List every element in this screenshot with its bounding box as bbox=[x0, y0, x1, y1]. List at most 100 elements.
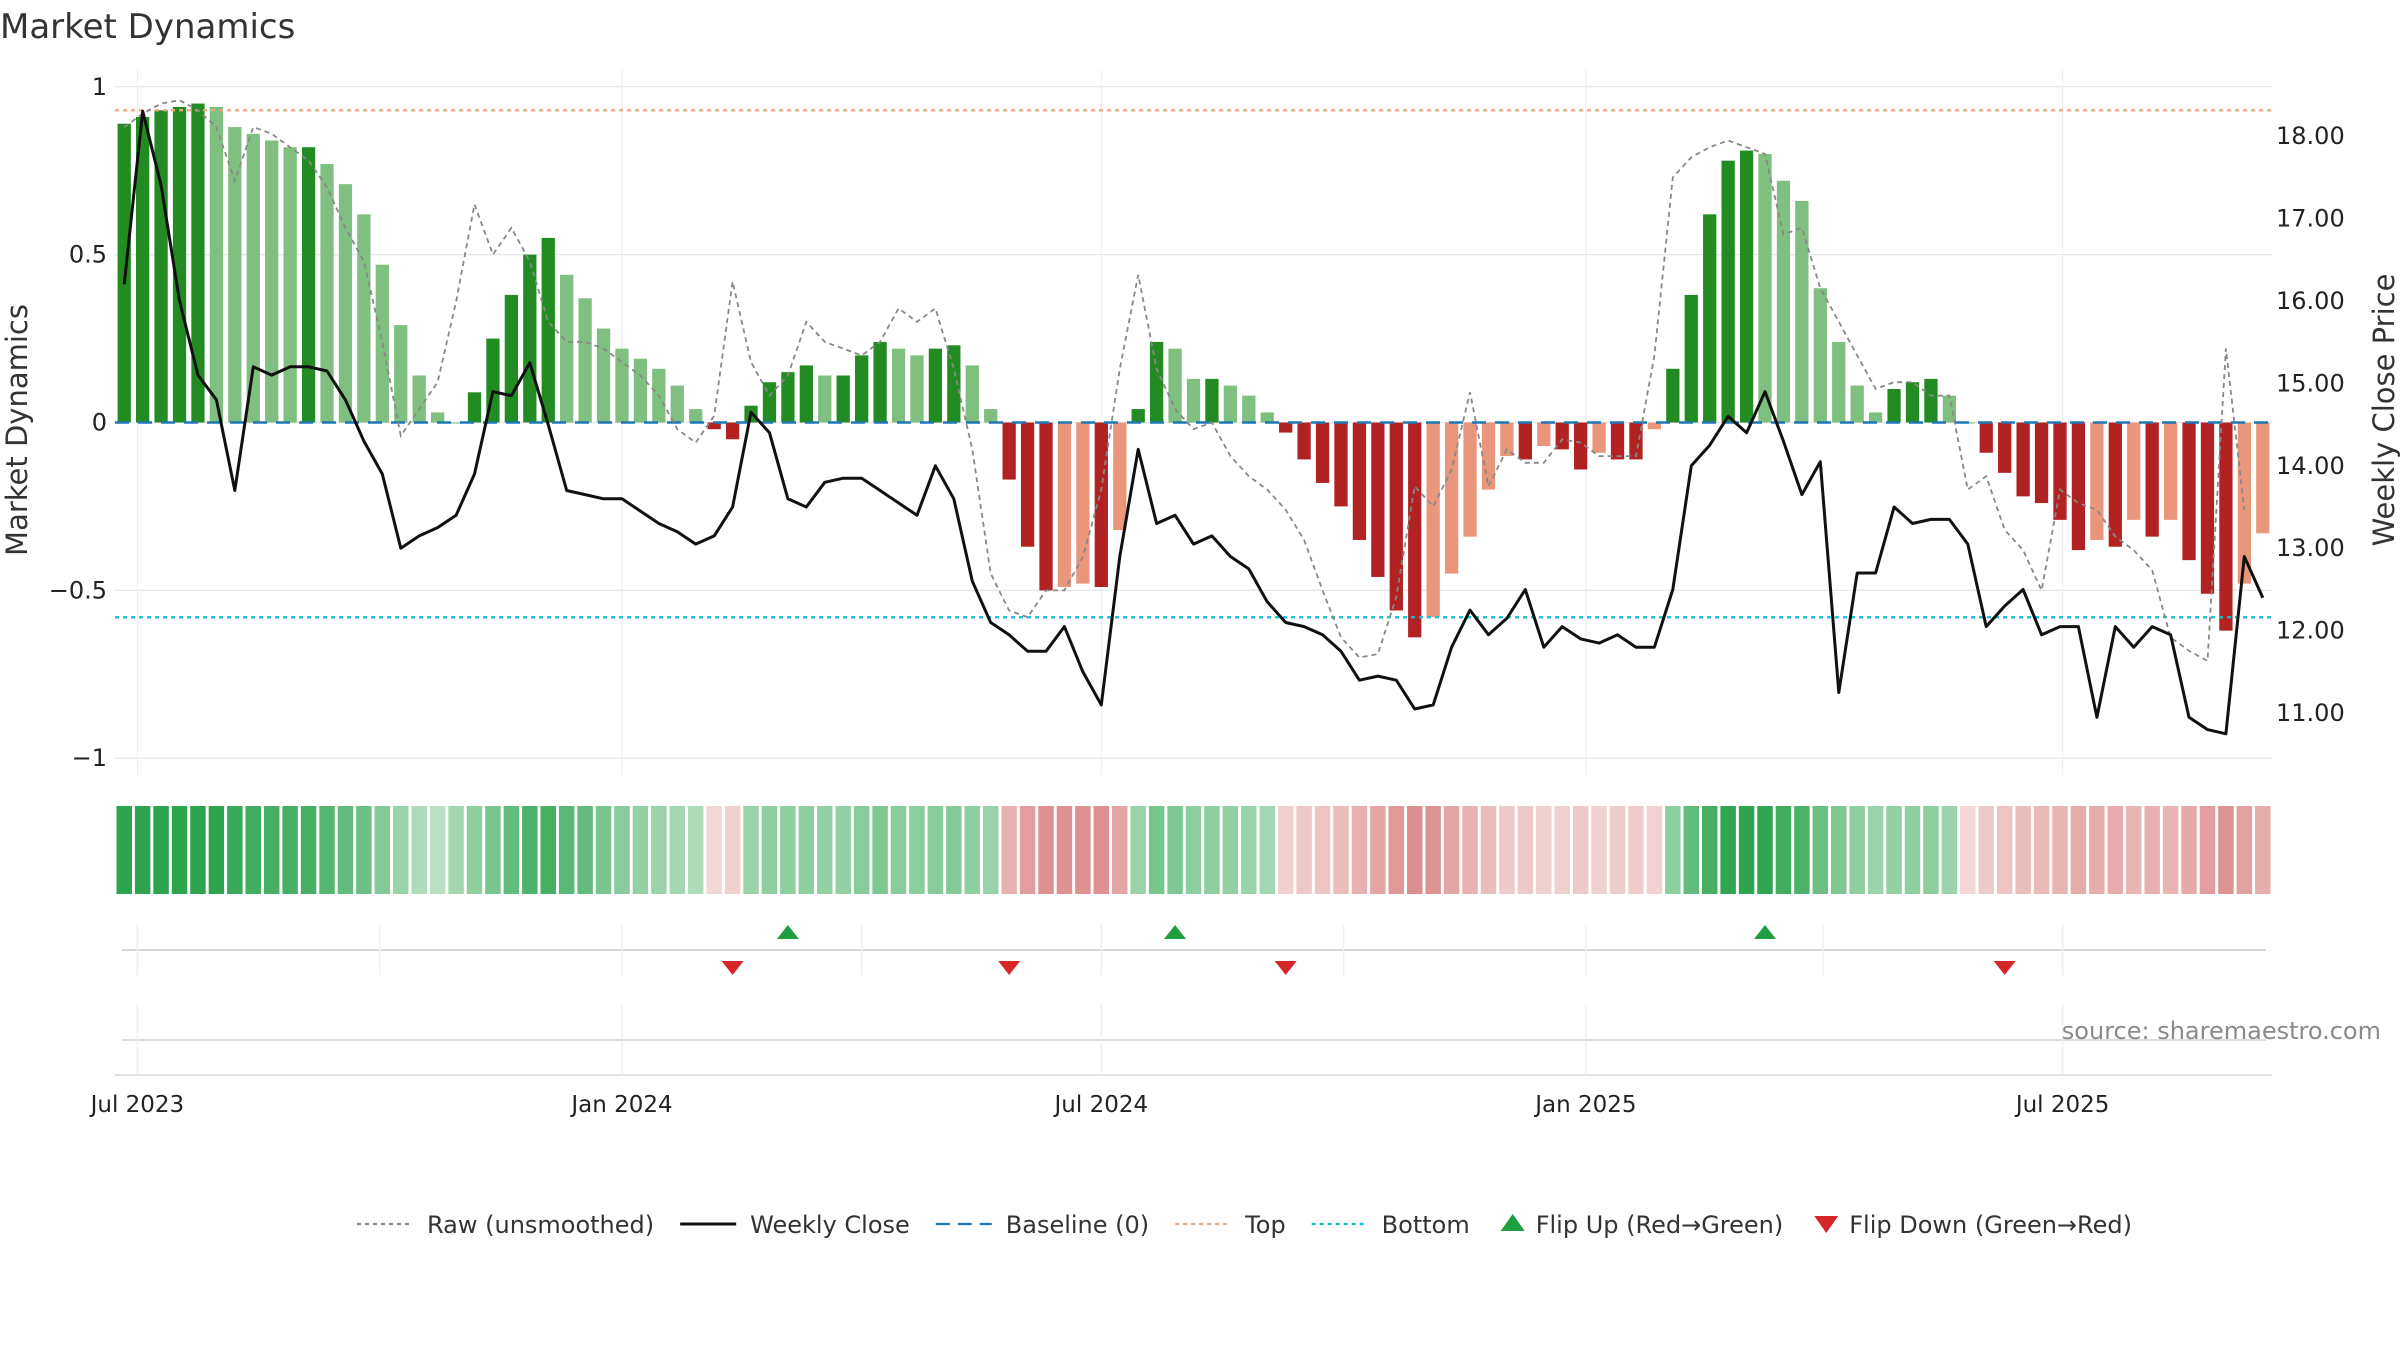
regime-cell bbox=[1204, 806, 1220, 894]
regime-cell bbox=[761, 806, 778, 894]
regime-cell bbox=[558, 806, 575, 894]
regime-cell bbox=[1462, 806, 1478, 894]
dynamics-bar bbox=[430, 412, 445, 423]
regime-cell bbox=[798, 806, 815, 894]
dynamics-bar bbox=[1703, 214, 1717, 423]
source-note: source: sharemaestro.com bbox=[2062, 1017, 2381, 1045]
dynamics-bar bbox=[1113, 422, 1127, 530]
regime-cell bbox=[1683, 806, 1700, 894]
chart-title: Market Dynamics bbox=[0, 7, 295, 47]
dynamics-bar bbox=[1684, 294, 1698, 423]
dynamics-bar bbox=[1905, 382, 1920, 423]
legend-label: Top bbox=[1244, 1211, 1286, 1239]
dynamics-bar bbox=[2145, 422, 2159, 537]
regime-cell bbox=[632, 806, 649, 894]
flip-signal-panel bbox=[122, 925, 2266, 975]
legend-flip-down-icon bbox=[1814, 1216, 1839, 1233]
regime-cell bbox=[374, 806, 391, 894]
dynamics-bar bbox=[1647, 422, 1662, 430]
dynamics-bar bbox=[1555, 422, 1569, 450]
regime-cell bbox=[2199, 806, 2216, 894]
legend-label: Baseline (0) bbox=[1006, 1211, 1149, 1239]
dynamics-bar bbox=[228, 127, 242, 423]
regime-cell bbox=[1794, 806, 1810, 894]
left-tick-label: 1 bbox=[92, 73, 107, 101]
dynamics-bar bbox=[1666, 368, 1680, 423]
right-tick-label: 17.00 bbox=[2276, 204, 2345, 232]
x-tick-label: Jan 2024 bbox=[569, 1092, 672, 1118]
legend-item: Flip Down (Green→Red) bbox=[1814, 1211, 2132, 1239]
left-tick-label: −1 bbox=[72, 744, 107, 772]
dynamics-bar bbox=[283, 147, 297, 423]
dynamics-bar bbox=[2163, 422, 2178, 520]
dynamics-bar bbox=[1297, 422, 1311, 460]
regime-cell bbox=[817, 806, 833, 894]
regime-cell bbox=[2015, 806, 2031, 894]
right-axis-title: Weekly Close Price bbox=[2367, 274, 2400, 547]
regime-cell bbox=[706, 806, 722, 894]
regime-cell bbox=[1075, 806, 1091, 894]
dynamics-bar bbox=[2182, 422, 2196, 561]
regime-cell bbox=[1499, 806, 1515, 894]
regime-cell bbox=[614, 806, 630, 894]
regime-cell bbox=[300, 806, 317, 894]
legend-item: Raw (unsmoothed) bbox=[357, 1211, 654, 1239]
regime-cell bbox=[669, 806, 686, 894]
dynamics-bar bbox=[596, 328, 611, 423]
regime-cell bbox=[1960, 806, 1976, 894]
regime-cell bbox=[743, 806, 759, 894]
dynamics-bar bbox=[523, 254, 537, 423]
regime-cell bbox=[1406, 806, 1423, 894]
regime-cell bbox=[503, 806, 520, 894]
regime-cell bbox=[1554, 806, 1570, 894]
dynamics-bar bbox=[1942, 395, 1957, 423]
regime-cell bbox=[964, 806, 981, 894]
regime-cell bbox=[1388, 806, 1405, 894]
legend-item: Baseline (0) bbox=[935, 1211, 1149, 1239]
left-tick-label: −0.5 bbox=[49, 576, 107, 604]
x-tick-label: Jul 2025 bbox=[2014, 1092, 2110, 1118]
x-tick-label: Jul 2024 bbox=[1053, 1092, 1149, 1118]
regime-cell bbox=[1701, 806, 1718, 894]
dynamics-bar bbox=[1721, 160, 1735, 423]
dynamics-bar bbox=[1223, 385, 1238, 423]
regime-cell bbox=[1536, 806, 1552, 894]
dynamics-bar bbox=[154, 110, 168, 423]
regime-cell bbox=[1038, 806, 1054, 894]
regime-cell bbox=[982, 806, 999, 894]
dynamics-bar bbox=[799, 365, 813, 423]
regime-cell bbox=[190, 806, 206, 894]
bottom-panel bbox=[115, 1005, 2272, 1076]
legend-item: Weekly Close bbox=[680, 1211, 910, 1239]
dynamics-bar bbox=[928, 348, 943, 423]
dynamics-bar bbox=[2071, 422, 2086, 551]
dynamics-bars bbox=[117, 103, 2270, 638]
dynamics-bar bbox=[2034, 422, 2049, 504]
dynamics-bar bbox=[1444, 422, 1459, 574]
dynamics-bar bbox=[2090, 422, 2104, 540]
dynamics-bar bbox=[1758, 153, 1772, 423]
legend-item: Flip Up (Red→Green) bbox=[1500, 1211, 1783, 1239]
dynamics-bar bbox=[725, 422, 740, 440]
legend-label: Bottom bbox=[1382, 1211, 1470, 1239]
dynamics-bar bbox=[1832, 341, 1846, 423]
right-axis-ticks: 18.00 17.00 16.00 15.00 14.00 13.00 12.00 11.00 bbox=[2276, 122, 2345, 727]
dynamics-bar bbox=[191, 103, 205, 423]
dynamics-bar bbox=[1813, 288, 1827, 423]
right-tick-label: 18.00 bbox=[2276, 122, 2345, 150]
dynamics-bar bbox=[1408, 422, 1422, 638]
right-tick-label: 11.00 bbox=[2276, 699, 2345, 727]
left-tick-label: 0 bbox=[92, 409, 107, 437]
regime-cell bbox=[153, 806, 169, 894]
regime-cell bbox=[319, 806, 335, 894]
dynamics-bar bbox=[301, 147, 316, 423]
legend: Raw (unsmoothed) Weekly Close Baseline (0)… bbox=[357, 1211, 2132, 1239]
dynamics-bar bbox=[873, 341, 887, 423]
dynamics-bar bbox=[836, 375, 850, 423]
regime-cell bbox=[1480, 806, 1497, 894]
regime-cell bbox=[1314, 806, 1331, 894]
regime-cell bbox=[2255, 806, 2271, 894]
right-tick-label: 15.00 bbox=[2276, 369, 2345, 397]
dynamics-bar bbox=[1629, 422, 1643, 460]
regime-cell bbox=[1904, 806, 1921, 894]
